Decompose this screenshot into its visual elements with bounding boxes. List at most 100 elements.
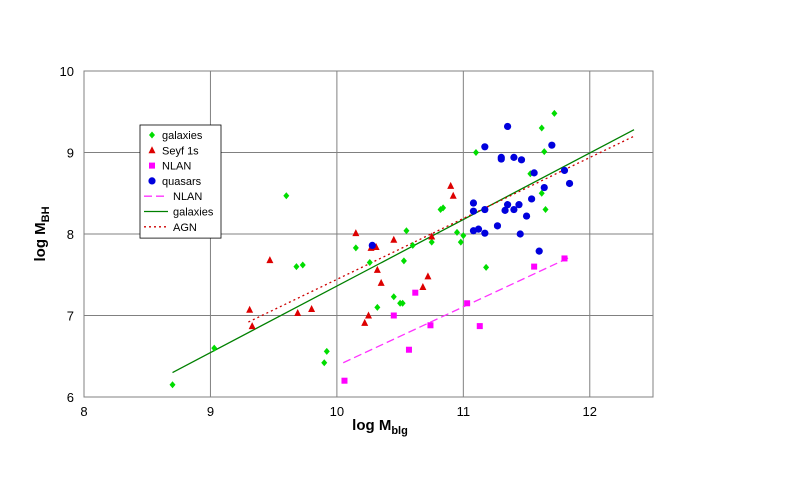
point-galaxies <box>169 381 176 389</box>
point-seyf-1s <box>424 272 432 280</box>
point-nlan <box>405 346 412 353</box>
point-quasars <box>528 195 536 203</box>
point-quasars <box>515 201 523 209</box>
legend-label-galaxies: galaxies <box>173 207 214 219</box>
x-tick-label: 12 <box>583 404 597 419</box>
point-quasars <box>565 179 574 188</box>
point-seyf-1s <box>419 282 427 290</box>
fit-line-agn <box>248 135 635 323</box>
x-tick-label: 11 <box>457 404 471 419</box>
point-seyf-1s <box>365 311 372 319</box>
y-tick-label: 10 <box>60 64 74 79</box>
point-quasars <box>481 143 489 151</box>
point-galaxies <box>472 149 479 156</box>
point-galaxies <box>409 241 416 249</box>
legend-label-seyf-1s: Seyf 1s <box>162 145 199 157</box>
point-quasars <box>481 229 489 237</box>
point-galaxies <box>293 263 300 271</box>
point-quasars <box>469 207 478 215</box>
point-quasars <box>501 206 509 214</box>
legend-label-nlan: NLAN <box>162 161 191 173</box>
y-tick-label: 7 <box>67 309 74 324</box>
point-quasars <box>368 241 376 250</box>
point-galaxies <box>538 189 545 197</box>
y-axis-title: log MBH <box>32 206 52 261</box>
x-tick-label: 8 <box>80 404 87 419</box>
point-quasars <box>516 230 524 238</box>
x-axis-title: log Mblg <box>352 417 408 437</box>
point-nlan <box>390 312 397 319</box>
x-tick-labels: 8 9 10 11 12 <box>80 404 597 419</box>
fit-line-galaxies <box>172 129 635 374</box>
point-seyf-1s <box>246 305 254 313</box>
x-tick-label: 10 <box>330 404 344 419</box>
point-galaxies <box>321 359 328 367</box>
point-galaxies <box>399 299 406 307</box>
point-galaxies <box>541 148 548 156</box>
fit-lines <box>172 129 635 374</box>
point-quasars <box>481 205 489 214</box>
point-nlan <box>341 377 348 384</box>
point-galaxies <box>366 259 373 267</box>
point-seyf-1s <box>294 309 302 317</box>
point-galaxies <box>460 232 467 240</box>
legend-label-nlan: NLAN <box>173 191 202 203</box>
point-quasars <box>503 122 512 131</box>
fit-line-nlan <box>342 256 572 364</box>
point-seyf-1s <box>449 191 457 199</box>
point-quasars <box>560 166 569 175</box>
point-quasars <box>530 169 538 177</box>
point-galaxies <box>352 244 359 252</box>
point-seyf-1s <box>352 229 360 237</box>
legend-marker-quasars <box>148 177 156 185</box>
point-nlan <box>561 255 568 262</box>
point-seyf-1s <box>373 265 381 273</box>
point-galaxies <box>542 206 549 214</box>
point-galaxies <box>551 109 558 117</box>
point-galaxies <box>440 204 447 212</box>
point-seyf-1s <box>361 318 369 326</box>
x-axis-title-main: log M <box>352 417 391 434</box>
point-nlan <box>412 289 419 296</box>
legend: galaxies Seyf 1s NLAN quasars NLAN galaxies AG… <box>139 124 222 239</box>
point-nlan <box>476 323 483 330</box>
point-seyf-1s <box>248 322 256 330</box>
point-quasars <box>510 153 518 161</box>
point-galaxies <box>454 228 461 236</box>
y-axis-title-sub: BH <box>40 206 52 222</box>
point-galaxies <box>374 303 381 311</box>
point-seyf-1s <box>428 232 436 240</box>
point-quasars <box>540 183 548 192</box>
legend-marker-nlan <box>149 162 155 169</box>
point-quasars <box>474 225 483 233</box>
point-galaxies <box>457 238 464 246</box>
point-galaxies <box>483 263 490 271</box>
point-quasars <box>522 212 531 220</box>
point-quasars <box>493 222 502 230</box>
point-galaxies <box>538 124 545 132</box>
point-seyf-1s <box>390 235 398 243</box>
point-galaxies <box>211 344 218 352</box>
x-axis-title-sub: blg <box>391 425 408 437</box>
y-axis-title-main: log M <box>32 222 49 261</box>
legend-label-agn: AGN <box>173 222 197 234</box>
point-seyf-1s <box>447 181 455 189</box>
y-tick-label: 9 <box>67 146 74 161</box>
legend-marker-galaxies <box>149 131 155 139</box>
point-quasars <box>510 205 518 214</box>
point-galaxies <box>403 227 410 235</box>
point-quasars <box>469 199 478 207</box>
point-galaxies <box>283 192 290 200</box>
y-tick-labels: 6 7 8 9 10 <box>60 64 74 405</box>
point-galaxies <box>390 293 397 301</box>
point-seyf-1s <box>266 256 274 264</box>
point-quasars <box>503 201 512 209</box>
point-seyf-1s <box>377 278 385 286</box>
point-nlan <box>464 300 471 307</box>
point-seyf-1s <box>308 304 316 312</box>
legend-label-quasars: quasars <box>162 176 202 188</box>
point-galaxies <box>299 261 306 269</box>
point-galaxies <box>400 257 407 265</box>
point-nlan <box>531 263 538 270</box>
